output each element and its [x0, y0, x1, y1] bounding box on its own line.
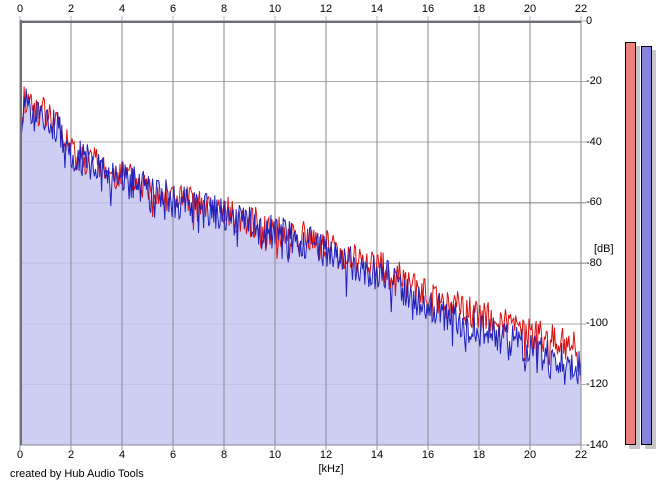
x-axis-top-label: 0 — [16, 3, 24, 15]
x-axis-bottom-label: 2 — [67, 449, 75, 461]
channel-1-peak-meter — [625, 42, 636, 445]
channel-2-peak-meter — [641, 46, 652, 445]
x-axis-bottom-label: 10 — [268, 449, 282, 461]
y-axis-label: -40 — [586, 135, 602, 148]
x-axis-top-label: 20 — [523, 3, 537, 15]
credit-text: created by Hub Audio Tools — [10, 468, 144, 480]
x-axis-top-label: 14 — [370, 3, 384, 15]
x-axis-top-label: 12 — [319, 3, 333, 15]
y-axis-unit-label: [dB] — [594, 243, 614, 255]
channel-2-spectrum-trace — [19, 88, 582, 385]
y-axis-label: -20 — [586, 75, 602, 88]
x-axis-bottom-label: 6 — [169, 449, 177, 461]
x-axis-bottom-label: 0 — [16, 449, 24, 461]
x-axis-bottom-label: 16 — [421, 449, 435, 461]
x-axis-bottom-label: 18 — [472, 449, 486, 461]
y-axis-label: 0 — [586, 14, 593, 27]
x-axis-bottom-label: 22 — [574, 449, 588, 461]
y-axis-label: -100 — [586, 317, 609, 330]
x-axis-top-label: 10 — [268, 3, 282, 15]
x-axis-top-label: 16 — [421, 3, 435, 15]
x-axis-bottom-label: 12 — [319, 449, 333, 461]
y-axis-label: -140 — [586, 438, 609, 451]
x-axis-bottom-label: 20 — [523, 449, 537, 461]
y-axis-label: -80 — [586, 256, 602, 269]
x-axis-top-label: 6 — [169, 3, 177, 15]
x-axis-top-label: 4 — [118, 3, 126, 15]
x-axis-bottom-label: 14 — [370, 449, 384, 461]
area-fill — [20, 88, 581, 445]
x-axis-bottom-label: 8 — [220, 449, 228, 461]
y-axis-label: -60 — [586, 196, 602, 209]
x-axis-top-label: 2 — [67, 3, 75, 15]
x-axis-unit-label: [kHz] — [318, 463, 344, 475]
x-axis-top-label: 22 — [574, 3, 588, 15]
y-axis-label: -120 — [586, 377, 609, 390]
x-axis-top-label: 8 — [220, 3, 228, 15]
x-axis-top-label: 18 — [472, 3, 486, 15]
x-axis-bottom-label: 4 — [118, 449, 126, 461]
